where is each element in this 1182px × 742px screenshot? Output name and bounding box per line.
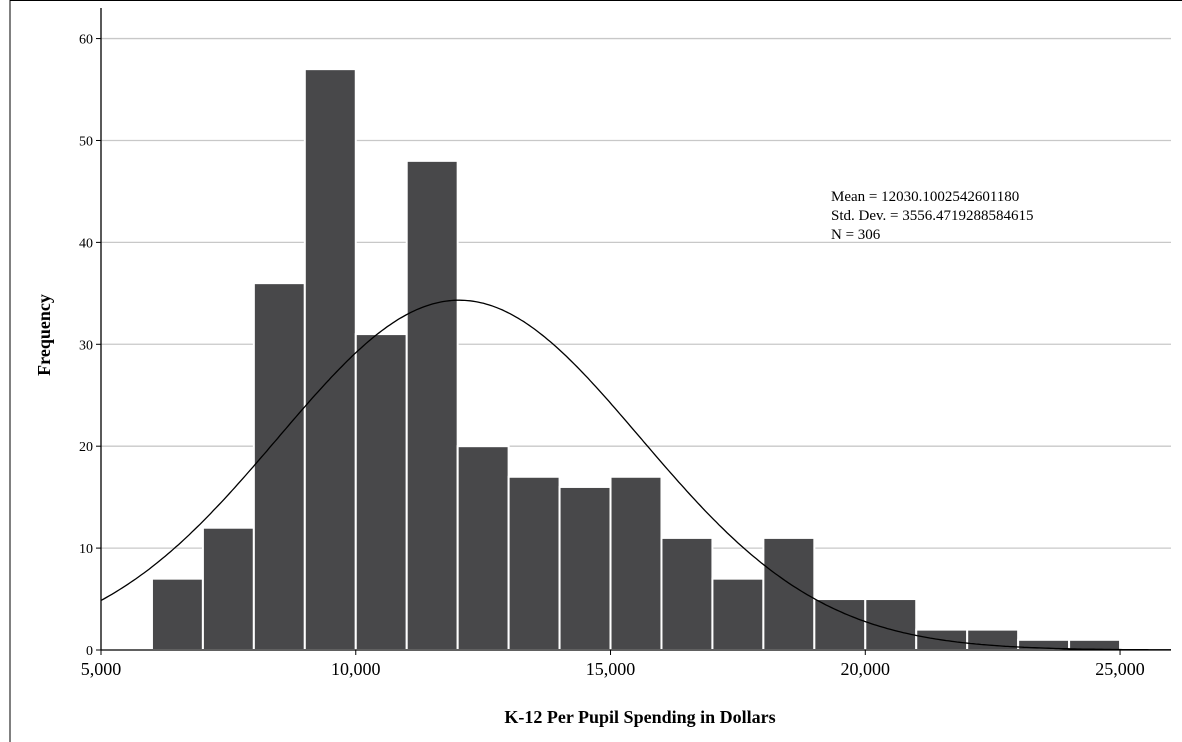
histogram-bar: [405, 159, 459, 651]
y-tick-label: 30: [79, 338, 93, 353]
histogram-bar: [354, 333, 408, 651]
histogram-bar: [609, 475, 663, 651]
histogram-bar: [252, 282, 306, 651]
histogram-bar: [201, 526, 255, 652]
histogram-bar: [660, 536, 714, 652]
axes: [100, 8, 1171, 651]
y-tick-label: 40: [79, 236, 93, 251]
histogram-bar: [864, 598, 918, 651]
x-tick-label: 10,000: [331, 659, 381, 679]
histogram-bar: [558, 485, 612, 652]
stats-std-dev: Std. Dev. = 3556.4719288584615: [831, 208, 1034, 224]
histogram-bar: [813, 598, 867, 651]
histogram-bar: [711, 577, 765, 652]
y-tick-label: 50: [79, 134, 93, 149]
normal-curve: [100, 299, 1171, 651]
y-tick-label: 10: [79, 542, 93, 557]
x-tick-label: 25,000: [1095, 659, 1145, 679]
y-tick-label: 0: [86, 644, 93, 659]
x-tick-label: 5,000: [81, 659, 122, 679]
x-axis-title: K-12 Per Pupil Spending in Dollars: [504, 707, 775, 727]
x-tick-label: 20,000: [841, 659, 891, 679]
histogram-bar: [456, 445, 510, 652]
bars: [150, 68, 1122, 652]
x-tick-label: 15,000: [586, 659, 636, 679]
y-tick-labels: 0 10 20 30 40 50 60: [79, 33, 101, 659]
histogram-bar: [303, 68, 357, 651]
y-axis-title: Frequency: [34, 294, 54, 376]
x-tick-labels: 5,000 10,000 15,000 20,000 25,000: [81, 650, 1145, 679]
stats-box: Mean = 12030.1002542601180 Std. Dev. = 3…: [831, 189, 1034, 243]
stats-n: N = 306: [831, 227, 881, 243]
histogram-bar: [150, 577, 204, 652]
stats-mean: Mean = 12030.1002542601180: [831, 189, 1019, 205]
histogram-bar: [507, 475, 561, 651]
y-tick-label: 20: [79, 440, 93, 455]
y-tick-label: 60: [79, 33, 93, 48]
